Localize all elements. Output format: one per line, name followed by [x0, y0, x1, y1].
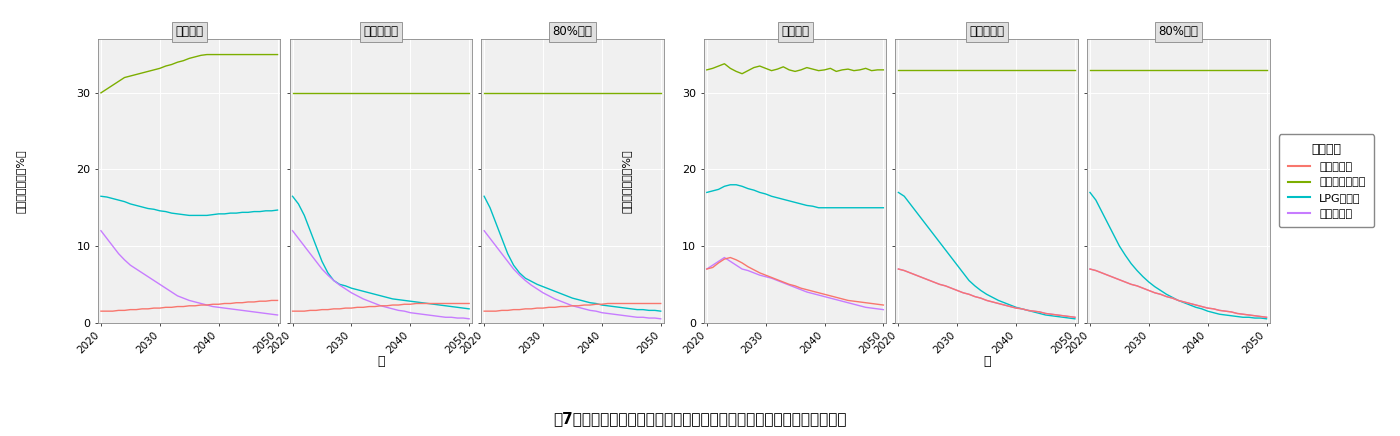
Text: フローシェア（%）: フローシェア（%） — [622, 149, 631, 213]
Title: 80%削減: 80%削減 — [553, 25, 592, 38]
Title: 80%削減: 80%削減 — [1158, 25, 1198, 38]
Title: 経済性重視: 経済性重視 — [364, 25, 399, 38]
Legend: 電気従来型, 都市ガス従来型, LPG従来型, 石油従来型: 電気従来型, 都市ガス従来型, LPG従来型, 石油従来型 — [1280, 134, 1375, 228]
Title: 経済性重視: 経済性重視 — [969, 25, 1004, 38]
Title: 現状維持: 現状維持 — [781, 25, 809, 38]
Text: 囷7　新築住宅（左）と既築住宅（右）の従来型機器フローシェア推移: 囷7 新築住宅（左）と既築住宅（右）の従来型機器フローシェア推移 — [553, 411, 847, 426]
Text: 年: 年 — [377, 355, 385, 368]
Title: 現状維持: 現状維持 — [175, 25, 203, 38]
Text: フローシェア（%）: フローシェア（%） — [15, 149, 27, 213]
Text: 年: 年 — [983, 355, 990, 368]
